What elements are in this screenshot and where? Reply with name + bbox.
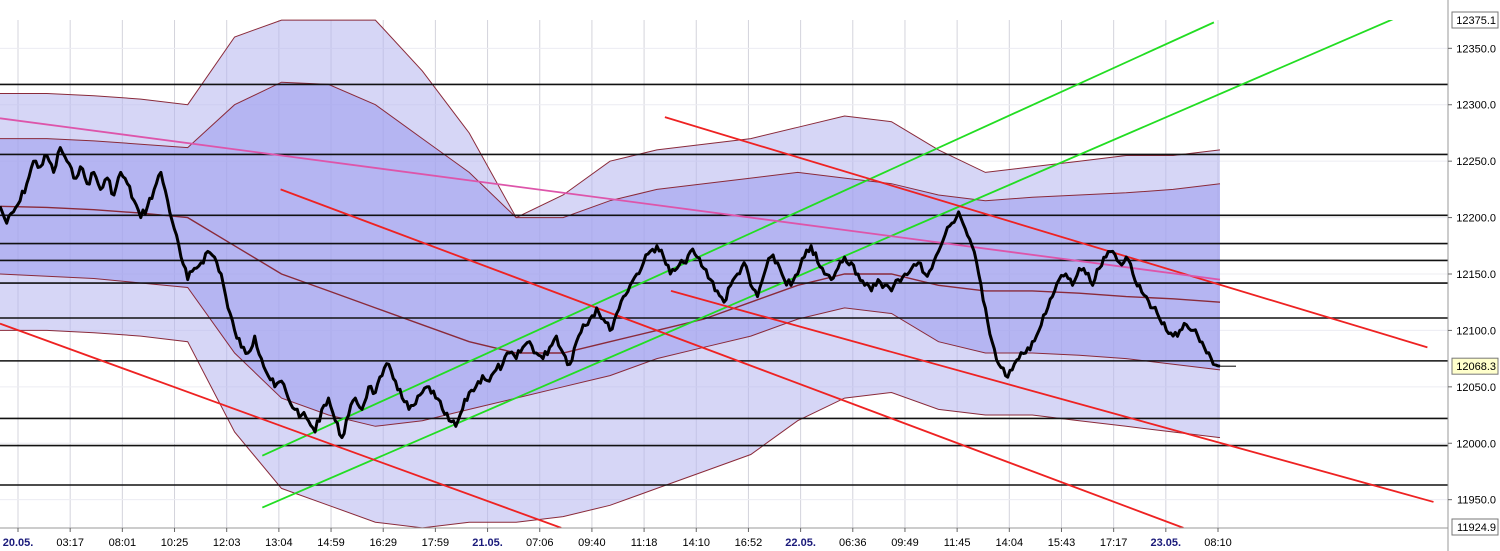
x-tick-label: 08:10 [1204,537,1232,549]
trend-line [0,117,1221,281]
band-line-inner-lower [0,273,1221,427]
x-tick-label: 17:17 [1100,537,1128,549]
band-line-outer-upper [0,19,1221,219]
y-tick-label: 12050.0 [1456,382,1496,394]
y-tick-label: 12350.0 [1456,43,1496,55]
x-tick-label: 09:40 [578,537,606,549]
y-axis-min-label: 11924.9 [1457,522,1496,534]
volatility-bands [0,19,1221,529]
trend-line [0,322,562,528]
x-tick-label: 12:03 [213,537,241,549]
x-tick-label: 22.05. [785,537,816,549]
y-axis: 12375.1 12350.0 12300.0 12250.0 12200.0 12150… [1447,0,1499,551]
x-tick-label: 21.05. [472,537,503,549]
trend-lines [0,20,1434,528]
y-axis-min-label-box [1451,518,1499,536]
x-tick-label: 23.05. [1151,537,1182,549]
x-tick-label: 08:01 [109,537,137,549]
y-tick-label: 12200.0 [1456,213,1496,225]
band-line-inner-upper [0,81,1221,219]
y-tick-label: 11950.0 [1457,495,1496,507]
x-tick-label: 16:29 [369,537,397,549]
x-tick-label: 13:04 [265,537,293,549]
y-tick-label: 12250.0 [1456,156,1496,168]
trend-line [664,116,1428,349]
trend-line [670,290,1434,503]
x-tick-label: 10:25 [161,537,189,549]
x-tick-label: 03:17 [56,537,84,549]
trend-line [261,21,1215,457]
y-axis-max-label: 12375.1 [1456,15,1496,27]
x-tick-label: 11:45 [944,537,971,549]
y-tick-label: 12300.0 [1456,100,1496,112]
last-price-label-box [1451,357,1499,375]
trend-line [261,20,1394,509]
y-axis-max-label-box [1451,11,1499,29]
x-axis: 20.05. 03:17 08:01 10:25 12:03 13:04 14:59 16:2… [0,527,1448,549]
x-tick-label: 06:36 [839,537,867,549]
price-line [0,146,1221,440]
x-tick-label: 07:06 [526,537,554,549]
horizontal-levels [0,83,1448,486]
x-tick-label: 11:18 [631,537,658,549]
inner-band [0,82,1220,427]
x-tick-label: 14:04 [996,537,1024,549]
y-tick-label: 12100.0 [1456,325,1496,337]
x-tick-label: 14:10 [682,537,710,549]
x-tick-label: 17:59 [422,537,450,549]
x-tick-label: 20.05. [3,537,34,549]
x-tick-label: 15:43 [1048,537,1076,549]
trend-line [280,188,1184,528]
last-price-label: 12068.3 [1456,361,1496,373]
price-series [0,146,1236,440]
x-tick-label: 14:59 [317,537,345,549]
band-line-outer-lower [0,329,1221,529]
x-tick-label: 16:52 [735,537,763,549]
x-tick-label: 09:49 [891,537,919,549]
band-line-mid [0,205,1221,354]
y-tick-label: 12000.0 [1456,438,1496,450]
y-tick-label: 12150.0 [1456,269,1496,281]
